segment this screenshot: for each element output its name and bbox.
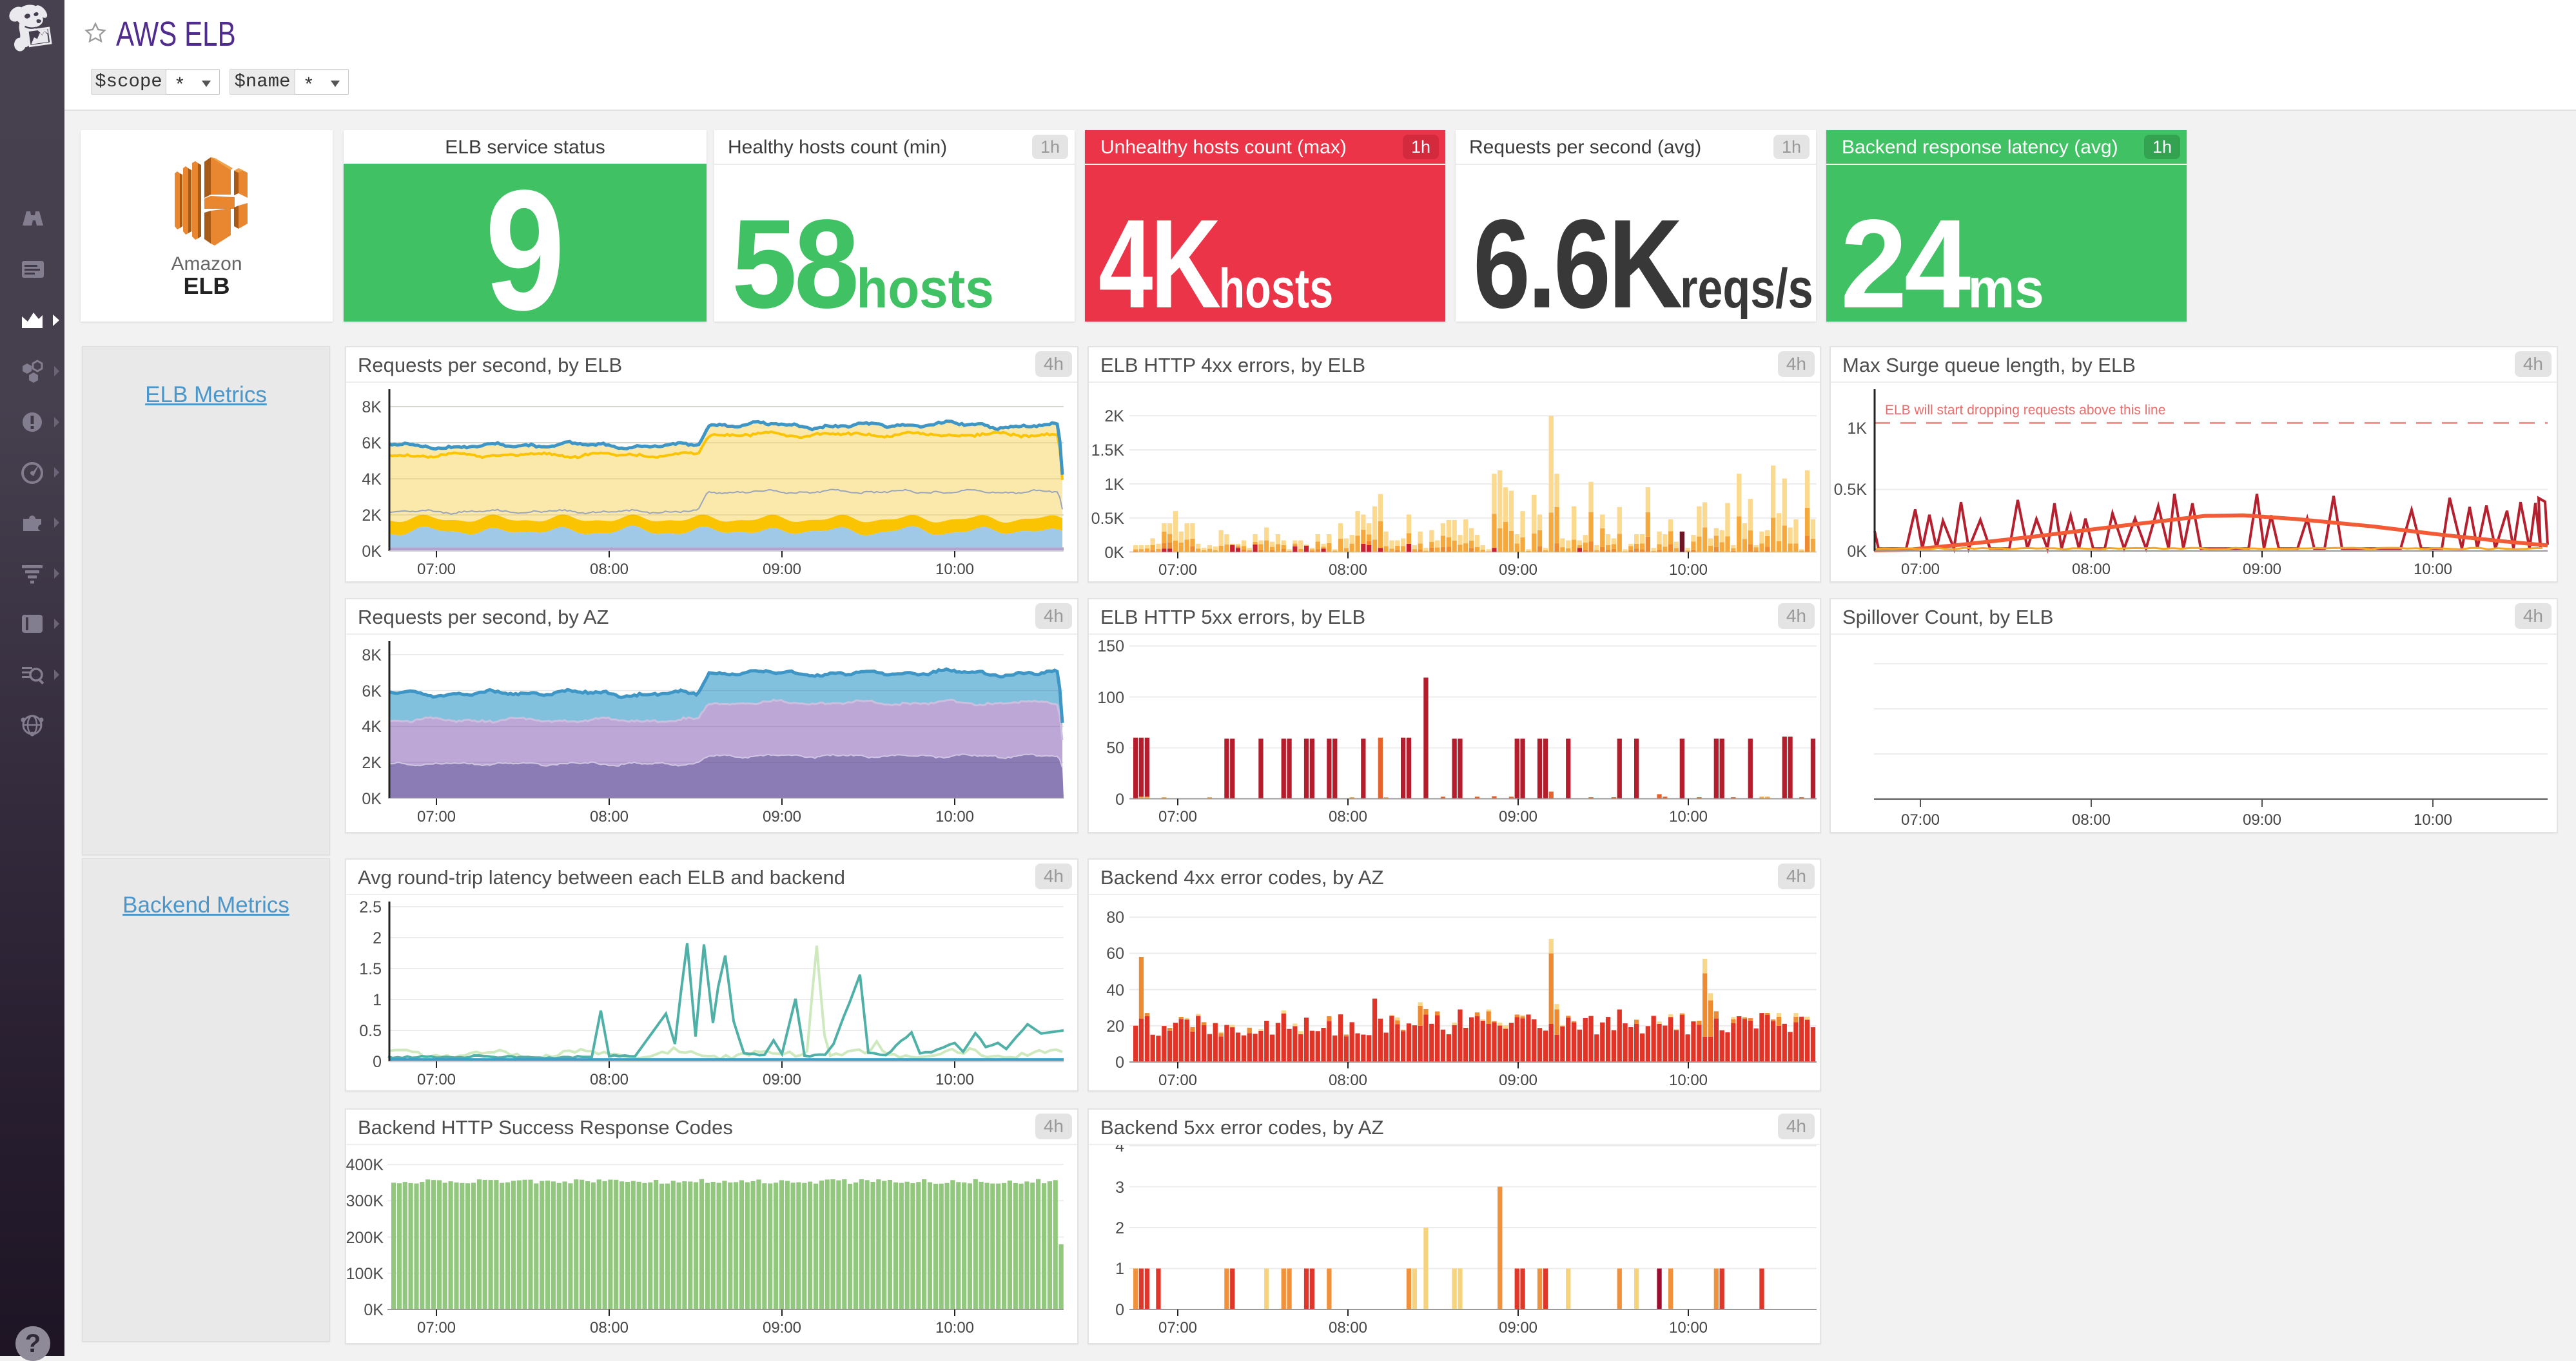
svg-text:08:00: 08:00 bbox=[1329, 1319, 1367, 1337]
svg-text:08:00: 08:00 bbox=[2072, 561, 2111, 578]
svg-text:09:00: 09:00 bbox=[1499, 561, 1537, 579]
svg-text:2.5: 2.5 bbox=[359, 898, 382, 916]
svg-text:08:00: 08:00 bbox=[1329, 561, 1367, 579]
svg-text:09:00: 09:00 bbox=[763, 1319, 801, 1337]
svg-text:2: 2 bbox=[373, 929, 382, 947]
svg-text:6K: 6K bbox=[362, 434, 382, 452]
svg-text:09:00: 09:00 bbox=[763, 1071, 801, 1088]
svg-text:150: 150 bbox=[1097, 637, 1124, 655]
svg-text:6K: 6K bbox=[362, 682, 382, 700]
svg-text:1K: 1K bbox=[1104, 476, 1124, 494]
svg-text:07:00: 07:00 bbox=[417, 808, 456, 825]
svg-text:1: 1 bbox=[373, 991, 382, 1009]
svg-text:10:00: 10:00 bbox=[2414, 811, 2452, 829]
svg-text:300K: 300K bbox=[346, 1192, 384, 1210]
svg-text:07:00: 07:00 bbox=[417, 1071, 456, 1088]
svg-text:08:00: 08:00 bbox=[1329, 1072, 1367, 1089]
svg-text:08:00: 08:00 bbox=[2072, 811, 2111, 829]
svg-text:0.5K: 0.5K bbox=[1834, 481, 1868, 499]
svg-text:3: 3 bbox=[1115, 1179, 1124, 1197]
svg-text:09:00: 09:00 bbox=[763, 808, 801, 825]
svg-text:07:00: 07:00 bbox=[1158, 1319, 1197, 1337]
svg-text:07:00: 07:00 bbox=[417, 561, 456, 578]
svg-text:09:00: 09:00 bbox=[2243, 561, 2281, 578]
svg-text:60: 60 bbox=[1106, 945, 1124, 963]
svg-text:2K: 2K bbox=[362, 754, 382, 772]
svg-text:1: 1 bbox=[1115, 1260, 1124, 1278]
svg-text:80: 80 bbox=[1106, 909, 1124, 927]
svg-text:0.5K: 0.5K bbox=[1091, 510, 1125, 528]
svg-text:09:00: 09:00 bbox=[763, 561, 801, 578]
svg-text:10:00: 10:00 bbox=[1669, 808, 1708, 825]
svg-text:09:00: 09:00 bbox=[1499, 808, 1537, 825]
svg-text:2K: 2K bbox=[1104, 407, 1124, 425]
svg-text:2K: 2K bbox=[362, 507, 382, 525]
svg-text:1.5K: 1.5K bbox=[1091, 441, 1125, 459]
svg-text:8K: 8K bbox=[362, 398, 382, 416]
svg-text:10:00: 10:00 bbox=[1669, 1319, 1708, 1337]
svg-text:07:00: 07:00 bbox=[1158, 1072, 1197, 1089]
svg-text:8K: 8K bbox=[362, 646, 382, 664]
svg-text:ELB will start dropping reques: ELB will start dropping requests above t… bbox=[1885, 403, 2165, 418]
svg-text:10:00: 10:00 bbox=[2414, 561, 2452, 578]
svg-text:08:00: 08:00 bbox=[1329, 808, 1367, 825]
svg-text:08:00: 08:00 bbox=[590, 808, 629, 825]
svg-text:4: 4 bbox=[1115, 1145, 1124, 1155]
svg-text:200K: 200K bbox=[346, 1229, 384, 1247]
svg-text:20: 20 bbox=[1106, 1018, 1124, 1036]
svg-text:07:00: 07:00 bbox=[1158, 808, 1197, 825]
svg-text:0.5: 0.5 bbox=[359, 1022, 382, 1040]
svg-text:40: 40 bbox=[1106, 981, 1124, 999]
svg-text:100: 100 bbox=[1097, 689, 1124, 707]
svg-text:0K: 0K bbox=[362, 543, 382, 561]
svg-text:4K: 4K bbox=[362, 718, 382, 736]
svg-text:07:00: 07:00 bbox=[417, 1319, 456, 1337]
svg-text:10:00: 10:00 bbox=[935, 561, 974, 578]
svg-text:0K: 0K bbox=[1847, 543, 1867, 561]
svg-text:0: 0 bbox=[373, 1053, 382, 1071]
svg-text:1.5: 1.5 bbox=[359, 960, 382, 978]
svg-text:4K: 4K bbox=[362, 470, 382, 488]
svg-text:2: 2 bbox=[1115, 1219, 1124, 1237]
svg-text:08:00: 08:00 bbox=[590, 1071, 629, 1088]
svg-text:10:00: 10:00 bbox=[1669, 561, 1708, 579]
svg-text:09:00: 09:00 bbox=[2243, 811, 2281, 829]
svg-text:50: 50 bbox=[1106, 739, 1124, 757]
svg-text:400K: 400K bbox=[346, 1156, 384, 1174]
svg-text:10:00: 10:00 bbox=[1669, 1072, 1708, 1089]
svg-text:09:00: 09:00 bbox=[1499, 1072, 1537, 1089]
svg-text:0: 0 bbox=[1115, 1301, 1124, 1319]
svg-text:07:00: 07:00 bbox=[1901, 561, 1940, 578]
svg-text:0: 0 bbox=[1115, 1054, 1124, 1072]
svg-text:07:00: 07:00 bbox=[1901, 811, 1940, 829]
svg-text:100K: 100K bbox=[346, 1265, 384, 1283]
svg-text:0K: 0K bbox=[362, 790, 382, 808]
svg-text:08:00: 08:00 bbox=[590, 1319, 629, 1337]
svg-text:07:00: 07:00 bbox=[1158, 561, 1197, 579]
svg-text:0K: 0K bbox=[364, 1301, 384, 1319]
svg-text:0K: 0K bbox=[1104, 544, 1124, 562]
svg-text:08:00: 08:00 bbox=[590, 561, 629, 578]
svg-text:10:00: 10:00 bbox=[935, 808, 974, 825]
svg-text:09:00: 09:00 bbox=[1499, 1319, 1537, 1337]
svg-text:0: 0 bbox=[1115, 791, 1124, 809]
svg-text:1K: 1K bbox=[1847, 420, 1867, 438]
svg-text:10:00: 10:00 bbox=[935, 1319, 974, 1337]
svg-text:10:00: 10:00 bbox=[935, 1071, 974, 1088]
